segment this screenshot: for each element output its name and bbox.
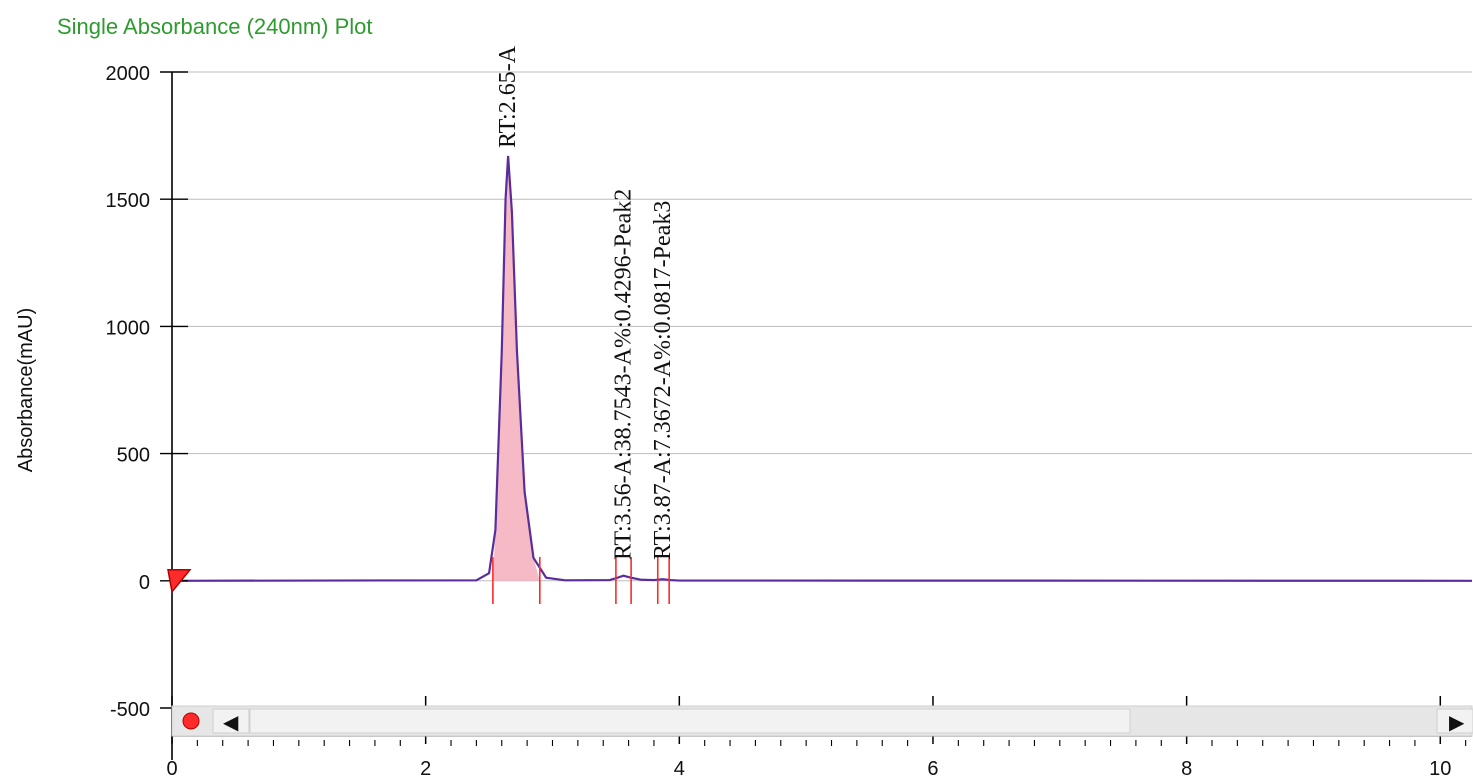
record-dot-icon[interactable] [182, 712, 200, 730]
x-tick-label: 10 [1429, 758, 1451, 777]
absorbance-trace [171, 155, 1473, 582]
scroll-right-button[interactable] [1436, 708, 1473, 734]
y-tick-label: 500 [117, 445, 150, 467]
main-peak-fill [492, 155, 540, 581]
chart-title: Single Absorbance (240nm) Plot [57, 14, 373, 39]
x-tick-label: 0 [166, 758, 177, 777]
peak-fill-layer [492, 155, 540, 581]
baseline-marker [167, 569, 192, 594]
scrollbar-thumb[interactable] [249, 708, 1131, 734]
grid-layer [172, 71, 1472, 582]
scrollbar[interactable]: ◀ ▶ [171, 705, 1473, 737]
x-tick-label: 2 [420, 758, 431, 777]
scroll-left-icon[interactable]: ◀ [223, 712, 239, 734]
y-tick-label: -500 [110, 699, 150, 721]
peak-label: RT:3.56-A:38.7543-A%:0.4296-Peak2 [611, 189, 637, 560]
baseline-start-marker-icon [167, 569, 192, 594]
y-tick-label: 1500 [106, 190, 151, 212]
y-tick-label: 2000 [106, 63, 151, 85]
peak-label-layer: RT:2.65-A RT:3.56-A:38.7543-A%:0.4296-Pea… [495, 45, 676, 560]
y-axis-label: Absorbance(mAU) [15, 308, 37, 473]
peak-boundary-markers [492, 557, 670, 604]
trace-layer [171, 155, 1473, 582]
peak-label: RT:2.65-A [495, 45, 521, 148]
scroll-left-button[interactable] [212, 708, 250, 734]
x-tick-label: 6 [927, 758, 938, 777]
axis-layer: 2000 1500 1000 500 0 -500 0 2 4 6 8 10 [106, 63, 1472, 780]
peak-label: RT:3.87-A:7.3672-A%:0.0817-Peak3 [650, 201, 676, 560]
y-tick-label: 0 [139, 572, 150, 594]
x-tick-label: 4 [674, 758, 685, 777]
y-tick-label: 1000 [106, 317, 151, 339]
x-tick-label: 8 [1181, 758, 1192, 777]
scroll-right-icon[interactable]: ▶ [1449, 712, 1465, 734]
